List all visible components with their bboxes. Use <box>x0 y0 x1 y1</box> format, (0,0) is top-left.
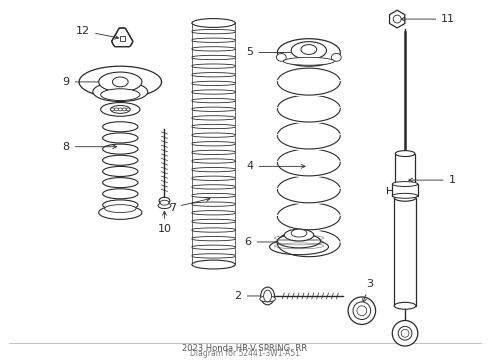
Bar <box>392 184 418 196</box>
Ellipse shape <box>277 39 340 66</box>
Ellipse shape <box>102 133 138 143</box>
Bar <box>120 36 125 41</box>
Ellipse shape <box>110 105 130 113</box>
Text: 10: 10 <box>157 211 171 234</box>
Ellipse shape <box>100 89 140 100</box>
Ellipse shape <box>331 53 341 61</box>
Polygon shape <box>390 10 405 28</box>
Ellipse shape <box>270 239 328 255</box>
Ellipse shape <box>102 166 138 176</box>
Ellipse shape <box>158 203 171 208</box>
Ellipse shape <box>110 108 114 111</box>
Ellipse shape <box>395 195 415 201</box>
Ellipse shape <box>291 42 326 59</box>
Ellipse shape <box>159 197 170 204</box>
Ellipse shape <box>394 194 416 201</box>
Text: 4: 4 <box>246 161 305 171</box>
Ellipse shape <box>98 72 142 92</box>
Ellipse shape <box>126 108 130 111</box>
Text: 8: 8 <box>63 142 117 152</box>
Text: 6: 6 <box>245 237 295 247</box>
Ellipse shape <box>260 296 275 302</box>
Ellipse shape <box>102 122 138 132</box>
Ellipse shape <box>395 150 415 157</box>
Ellipse shape <box>102 177 138 188</box>
Text: 12: 12 <box>76 26 119 39</box>
Ellipse shape <box>276 53 286 61</box>
Text: 2023 Honda HR-V SPRING, RR: 2023 Honda HR-V SPRING, RR <box>182 345 308 354</box>
Ellipse shape <box>291 229 307 237</box>
Ellipse shape <box>98 206 142 219</box>
Ellipse shape <box>118 108 122 111</box>
Ellipse shape <box>261 287 274 305</box>
Ellipse shape <box>100 103 140 116</box>
Ellipse shape <box>394 302 416 309</box>
Ellipse shape <box>401 329 409 337</box>
Polygon shape <box>79 66 162 98</box>
Ellipse shape <box>392 181 418 186</box>
Ellipse shape <box>357 306 367 316</box>
Ellipse shape <box>192 260 235 269</box>
Ellipse shape <box>192 19 235 27</box>
Ellipse shape <box>353 302 371 320</box>
Ellipse shape <box>301 45 317 54</box>
Text: 1: 1 <box>409 175 456 185</box>
Ellipse shape <box>160 200 169 205</box>
Bar <box>394 198 416 306</box>
Ellipse shape <box>93 82 148 102</box>
Ellipse shape <box>264 290 271 302</box>
Polygon shape <box>112 28 133 47</box>
Ellipse shape <box>392 320 418 346</box>
Ellipse shape <box>114 108 118 111</box>
Bar <box>395 154 415 198</box>
Ellipse shape <box>283 57 334 65</box>
Ellipse shape <box>392 193 418 198</box>
Text: 7: 7 <box>169 198 210 213</box>
Ellipse shape <box>277 234 320 248</box>
Ellipse shape <box>348 297 376 324</box>
Ellipse shape <box>398 327 412 340</box>
Text: 11: 11 <box>401 14 455 24</box>
Ellipse shape <box>122 108 126 111</box>
Text: Diagram for 52441-3W1-A51: Diagram for 52441-3W1-A51 <box>190 350 300 359</box>
Ellipse shape <box>284 229 314 241</box>
Text: 2: 2 <box>235 291 266 301</box>
Ellipse shape <box>112 77 128 87</box>
Text: 3: 3 <box>363 279 373 302</box>
Ellipse shape <box>102 144 138 154</box>
Ellipse shape <box>102 189 138 199</box>
Ellipse shape <box>104 204 136 212</box>
Ellipse shape <box>393 15 401 23</box>
Text: 9: 9 <box>63 77 117 87</box>
Text: 5: 5 <box>246 48 305 58</box>
Ellipse shape <box>102 200 138 210</box>
Ellipse shape <box>102 155 138 165</box>
